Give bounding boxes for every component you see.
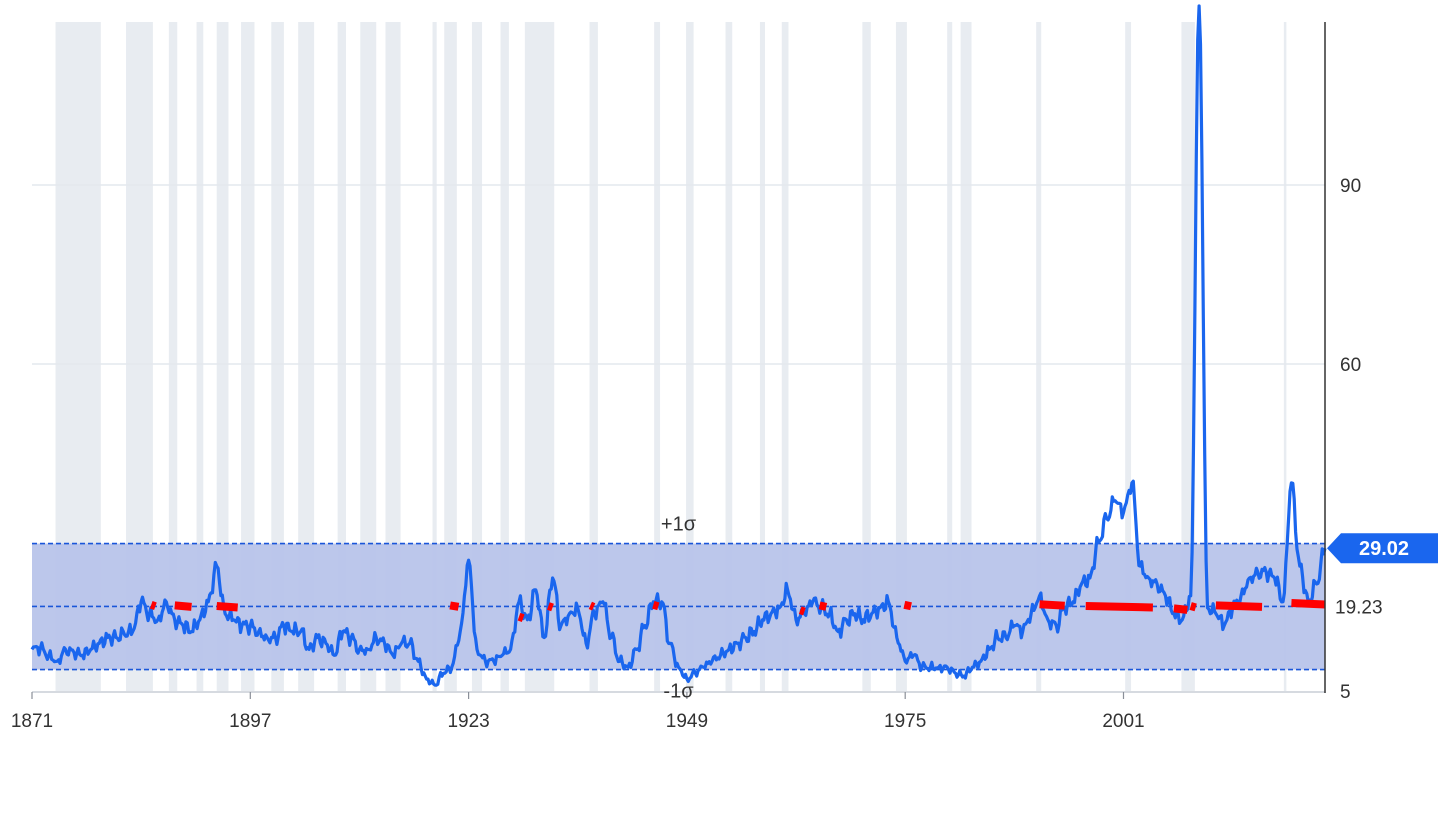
lower-sigma-label: -1σ [663, 681, 694, 703]
red-segment [1173, 604, 1188, 614]
red-segment [1039, 600, 1065, 610]
grid [32, 184, 1325, 365]
recession-bar [298, 22, 315, 691]
x-tick-label: 1975 [884, 711, 926, 732]
recession-bar [895, 22, 907, 691]
red-segment [1215, 601, 1263, 611]
recession-bar [360, 22, 377, 691]
recession-bar [947, 22, 953, 691]
recession-bar [216, 22, 229, 691]
recession-bar [759, 22, 765, 691]
recession-bar [500, 22, 509, 691]
red-segment [1189, 602, 1197, 612]
y-tick-label: 90 [1340, 176, 1361, 197]
y-tick-label: 60 [1340, 355, 1361, 376]
recession-bar [471, 22, 483, 691]
red-segments [149, 599, 1326, 622]
red-segment [798, 606, 806, 616]
recession-shading [55, 22, 1287, 691]
recession-bar [271, 22, 284, 691]
recession-bar [589, 22, 598, 691]
red-segment [652, 600, 660, 611]
red-segment [174, 601, 192, 611]
recession-bar [196, 22, 204, 691]
recession-bar [960, 22, 972, 691]
x-tick-label: 1949 [666, 711, 708, 732]
recession-bar [385, 22, 401, 691]
y-tick-label: 5 [1340, 682, 1351, 703]
recession-bar [1283, 22, 1287, 691]
mean-value-label: 19.23 [1335, 597, 1383, 618]
recession-bar [168, 22, 178, 691]
red-segment [449, 601, 460, 611]
recession-bar [444, 22, 457, 691]
current-value-badge: 29.02 [1327, 533, 1438, 564]
red-segment [149, 601, 157, 611]
red-segment [588, 601, 596, 611]
series [30, 4, 1327, 687]
recession-bar [781, 22, 789, 691]
recession-bar [862, 22, 871, 691]
recession-bar [432, 22, 437, 691]
recession-bar [337, 22, 347, 691]
red-segment [517, 612, 525, 622]
upper-sigma-label: +1σ [661, 514, 697, 536]
red-segment [1291, 599, 1326, 609]
x-tick-label: 1923 [447, 711, 489, 732]
red-segment [547, 602, 554, 612]
current-value-badge-shape [1327, 533, 1438, 564]
recession-bar [654, 22, 661, 691]
x-tick-label: 1897 [229, 711, 271, 732]
red-segment [216, 601, 238, 612]
current-value-text: 29.02 [1359, 538, 1409, 560]
recession-bar [241, 22, 255, 691]
pe-series-line [30, 4, 1327, 687]
red-segment [818, 601, 828, 611]
x-tick-label: 2001 [1102, 711, 1144, 732]
axes: 1871 1897 1923 1949 1975 2001 5 60 90 [11, 22, 1361, 732]
recession-bar [1125, 22, 1132, 691]
x-tick-label: 1871 [11, 711, 53, 732]
red-segment [1085, 601, 1153, 612]
recession-bar [686, 22, 694, 691]
recession-bar [1036, 22, 1042, 691]
red-segment [903, 600, 912, 611]
recession-bar [725, 22, 733, 691]
